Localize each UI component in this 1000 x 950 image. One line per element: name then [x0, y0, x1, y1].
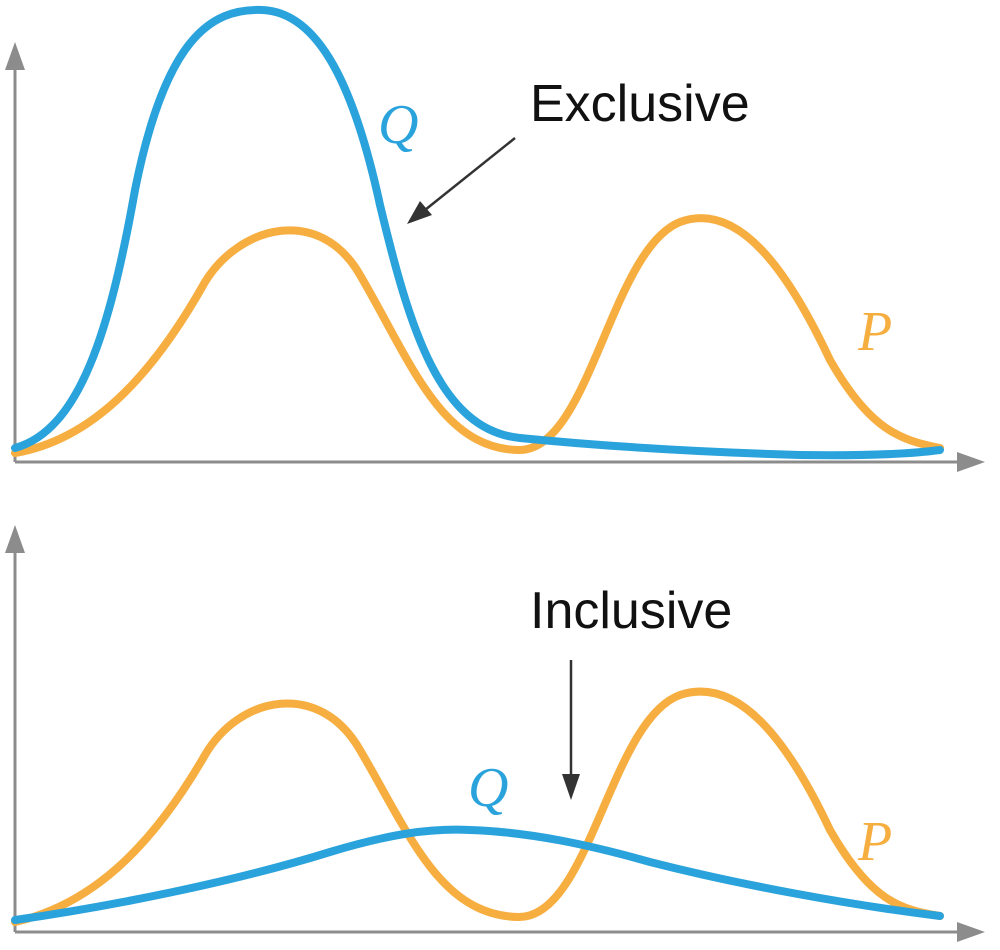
q-curve-top: [11, 5, 944, 460]
y-axis-arrowhead-top: [5, 42, 25, 70]
exclusive-pointer-arrowhead: [407, 201, 432, 224]
q-curve-bottom: [11, 825, 944, 924]
inclusive-annotation: Inclusive: [530, 582, 732, 640]
p-curve-bottom: [11, 687, 944, 926]
p-label-top: P: [857, 301, 892, 363]
p-curve-top: [11, 214, 944, 457]
x-axis-arrowhead-top: [957, 452, 985, 472]
exclusive-annotation: Exclusive: [530, 75, 750, 133]
y-axis-arrowhead-bottom: [5, 525, 25, 553]
x-axis-arrowhead-bottom: [957, 922, 985, 942]
exclusive-pointer-arrow: [424, 137, 516, 211]
panel-exclusive: Exclusive Q P: [5, 5, 985, 472]
q-label-bottom: Q: [468, 757, 508, 819]
p-label-bottom: P: [857, 811, 892, 873]
inclusive-pointer-arrowhead: [562, 774, 580, 800]
panel-inclusive: Inclusive Q P: [5, 525, 985, 942]
q-label-top: Q: [378, 94, 418, 156]
